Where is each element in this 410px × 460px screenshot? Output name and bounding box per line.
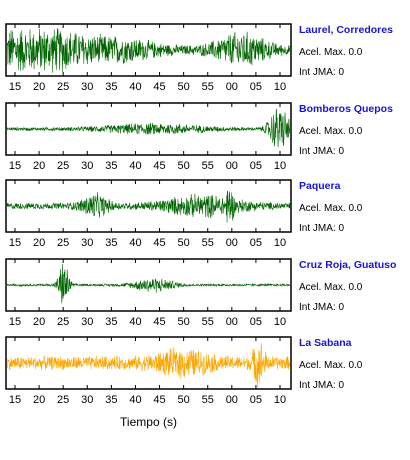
x-tick-label: 50 (178, 81, 190, 93)
x-tick-label: 10 (274, 316, 286, 328)
station-name: Paquera (299, 180, 341, 192)
accel-max-readout: Acel. Max. 0.0 (299, 282, 363, 293)
panel-5: 15 20 25 30 35 40 45 50 55 00 05 10 La Sabana Acel. M… (5, 336, 363, 406)
x-tick-label: 20 (33, 160, 45, 172)
int-jma-readout: Int JMA: 0 (299, 302, 344, 313)
panel-frame (5, 23, 292, 77)
int-jma-readout: Int JMA: 0 (299, 67, 344, 78)
x-tick-label: 15 (9, 160, 21, 172)
x-tick-label: 30 (81, 316, 93, 328)
x-tick-label: 55 (202, 394, 214, 406)
x-tick-label: 25 (57, 394, 69, 406)
x-tick-label: 25 (57, 160, 69, 172)
x-tick-label: 35 (105, 394, 117, 406)
waveform-trace (6, 343, 291, 388)
accel-max-readout: Acel. Max. 0.0 (299, 360, 363, 371)
x-tick-label: 30 (81, 394, 93, 406)
x-tick-label: 35 (105, 160, 117, 172)
x-tick-label: 00 (226, 316, 238, 328)
x-tick-label: 55 (202, 237, 214, 249)
waveform-trace (6, 190, 291, 223)
station-name: Bomberos Quepos (299, 103, 393, 115)
x-tick-label: 55 (202, 81, 214, 93)
x-tick-label: 20 (33, 316, 45, 328)
x-tick-label: 30 (81, 81, 93, 93)
x-tick-label: 10 (274, 237, 286, 249)
x-tick-label: 45 (153, 81, 165, 93)
int-jma-readout: Int JMA: 0 (299, 380, 344, 391)
x-tick-label: 00 (226, 394, 238, 406)
x-tick-label: 50 (178, 316, 190, 328)
waveform-trace (6, 28, 291, 73)
x-tick-label: 45 (153, 394, 165, 406)
panel-frame (5, 336, 292, 390)
x-tick-label: 35 (105, 81, 117, 93)
x-tick-label: 35 (105, 237, 117, 249)
panel-frame (5, 258, 292, 312)
x-tick-label: 50 (178, 160, 190, 172)
panel-frame (5, 179, 292, 233)
x-tick-label: 35 (105, 316, 117, 328)
x-tick-label: 45 (153, 316, 165, 328)
x-tick-label: 55 (202, 316, 214, 328)
x-tick-label: 10 (274, 81, 286, 93)
x-tick-label: 15 (9, 394, 21, 406)
x-tick-label: 40 (129, 316, 141, 328)
x-tick-label: 30 (81, 237, 93, 249)
accel-max-readout: Acel. Max. 0.0 (299, 203, 363, 214)
panel-1: 15 20 25 30 35 40 45 50 55 00 05 10 Laurel, Corredor… (5, 23, 393, 93)
station-name: La Sabana (299, 337, 352, 349)
x-tick-label: 50 (178, 237, 190, 249)
x-tick-label: 00 (226, 160, 238, 172)
x-tick-label: 20 (33, 394, 45, 406)
x-tick-label: 05 (250, 316, 262, 328)
x-tick-label: 45 (153, 237, 165, 249)
x-tick-label: 20 (33, 81, 45, 93)
x-tick-label: 45 (153, 160, 165, 172)
x-tick-label: 40 (129, 394, 141, 406)
x-tick-label: 30 (81, 160, 93, 172)
x-tick-label: 40 (129, 237, 141, 249)
x-tick-label: 00 (226, 81, 238, 93)
int-jma-readout: Int JMA: 0 (299, 146, 344, 157)
x-tick-label: 05 (250, 81, 262, 93)
panel-4: 15 20 25 30 35 40 45 50 55 00 05 10 Cruz Roja, Guatu… (5, 258, 396, 328)
waveform-trace (6, 108, 291, 148)
x-tick-label: 10 (274, 394, 286, 406)
station-name: Cruz Roja, Guatuso (299, 259, 396, 271)
x-tick-label: 25 (57, 316, 69, 328)
accel-max-readout: Acel. Max. 0.0 (299, 126, 363, 137)
x-tick-label: 40 (129, 81, 141, 93)
panel-3: 15 20 25 30 35 40 45 50 55 00 05 10 Paquera Acel. Max… (5, 179, 363, 249)
x-tick-label: 05 (250, 160, 262, 172)
panel-2: 15 20 25 30 35 40 45 50 55 00 05 10 Bomberos Quepos A… (5, 102, 393, 172)
panel-frame (5, 102, 292, 156)
waveform-trace (6, 263, 291, 303)
x-tick-label: 40 (129, 160, 141, 172)
x-tick-label: 15 (9, 81, 21, 93)
x-tick-label: 55 (202, 160, 214, 172)
x-tick-label: 05 (250, 394, 262, 406)
x-tick-label: 10 (274, 160, 286, 172)
x-tick-label: 00 (226, 237, 238, 249)
x-axis-label: Tiempo (s) (120, 415, 177, 429)
accel-max-readout: Acel. Max. 0.0 (299, 47, 363, 58)
x-tick-label: 15 (9, 237, 21, 249)
x-tick-label: 05 (250, 237, 262, 249)
x-tick-label: 25 (57, 237, 69, 249)
int-jma-readout: Int JMA: 0 (299, 223, 344, 234)
x-tick-label: 15 (9, 316, 21, 328)
station-name: Laurel, Corredores (299, 24, 393, 36)
x-tick-label: 25 (57, 81, 69, 93)
x-tick-label: 20 (33, 237, 45, 249)
x-tick-label: 50 (178, 394, 190, 406)
